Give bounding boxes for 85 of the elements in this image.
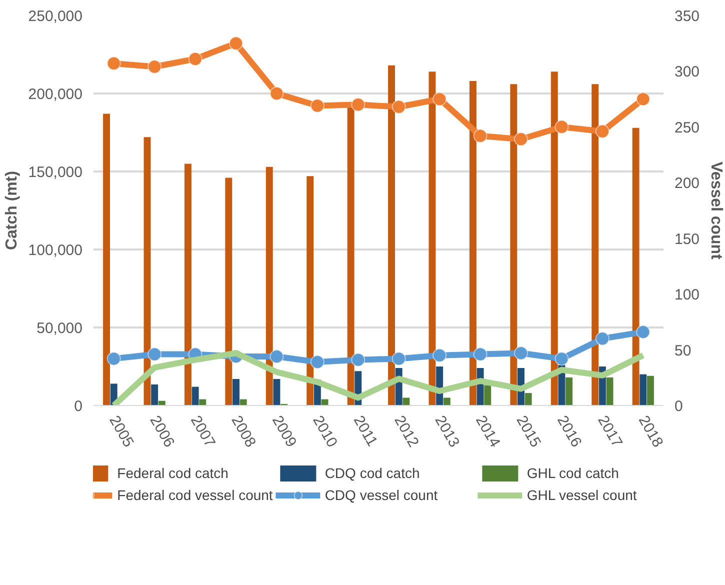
y2-axis-title: Vessel count [708, 162, 725, 260]
point [310, 98, 324, 113]
point [554, 120, 569, 134]
x-tick-label: 2015 [512, 412, 544, 450]
bar [266, 166, 273, 406]
x-tick-label: 2017 [594, 412, 626, 450]
legend-label: GHL cod catch [526, 465, 620, 481]
point [148, 60, 162, 74]
bar [443, 398, 450, 406]
y2-tick-label: 200 [674, 175, 700, 192]
y2-tick-label: 150 [674, 230, 700, 248]
y-tick-label: 0 [74, 398, 82, 415]
bar [192, 386, 199, 406]
bar [388, 65, 396, 406]
point [270, 86, 284, 100]
bar [306, 176, 314, 406]
point [351, 98, 366, 112]
x-tick-label: 2018 [634, 412, 666, 450]
bar [273, 378, 280, 406]
y-tick-label: 150,000 [28, 164, 83, 181]
bar [484, 385, 492, 406]
bar [640, 374, 647, 406]
y-tick-label: 200,000 [28, 86, 83, 103]
legend-label: CDQ cod catch [324, 465, 421, 481]
bar [646, 376, 654, 406]
x-tick-label: 2008 [228, 412, 260, 450]
point [229, 36, 243, 50]
y-tick-label: 100,000 [28, 242, 83, 259]
point [432, 348, 447, 362]
bar [402, 398, 410, 406]
x-tick-label: 2014 [472, 412, 504, 450]
point [106, 352, 121, 366]
y2-tick-label: 100 [674, 286, 700, 304]
point [514, 346, 528, 360]
y2-tick-label: 0 [674, 398, 683, 415]
x-tick-label: 2009 [268, 412, 300, 450]
legend-label: CDQ vessel count [324, 487, 439, 503]
bar [510, 84, 518, 406]
x-tick-label: 2012 [390, 412, 422, 450]
bar [225, 178, 232, 406]
y2-tick-label: 50 [674, 342, 692, 360]
point [432, 92, 447, 106]
point [636, 92, 650, 106]
y2-tick-label: 300 [674, 64, 700, 81]
legend-label: Federal cod vessel count [117, 487, 273, 503]
x-tick-label: 2011 [350, 412, 381, 450]
bar [469, 81, 476, 406]
point [636, 324, 650, 339]
point [595, 332, 610, 346]
x-tick-label: 2016 [553, 412, 585, 450]
bar [103, 114, 110, 406]
bar [550, 72, 558, 406]
point [351, 352, 366, 367]
point [473, 128, 488, 143]
bar [184, 164, 192, 406]
x-tick-label: 2007 [187, 412, 218, 450]
point [106, 56, 121, 70]
x-tick-label: 2006 [146, 412, 178, 450]
y2-tick-label: 350 [674, 8, 700, 25]
point [392, 352, 406, 366]
y2-tick-label: 250 [674, 119, 700, 136]
bar [606, 377, 614, 406]
bar [592, 84, 599, 406]
bar [151, 384, 158, 406]
x-tick-label: 2005 [106, 412, 137, 450]
bar [524, 393, 532, 406]
point [270, 349, 284, 364]
bar [232, 378, 240, 406]
point [310, 355, 324, 370]
point [392, 100, 406, 114]
y-axis-title: Catch (mt) [3, 170, 20, 250]
point [188, 52, 202, 66]
x-tick-label: 2010 [309, 412, 341, 450]
y-tick-label: 250,000 [28, 8, 83, 25]
legend-label: GHL vessel count [526, 487, 638, 503]
legend-label: Federal cod catch [117, 465, 230, 481]
bar [566, 377, 573, 406]
x-tick-label: 2013 [431, 412, 463, 450]
point [148, 347, 162, 362]
point [554, 352, 569, 366]
point [473, 347, 488, 362]
point [514, 132, 528, 146]
bar [632, 128, 640, 406]
y-tick-label: 50,000 [36, 320, 83, 337]
point [595, 124, 610, 138]
